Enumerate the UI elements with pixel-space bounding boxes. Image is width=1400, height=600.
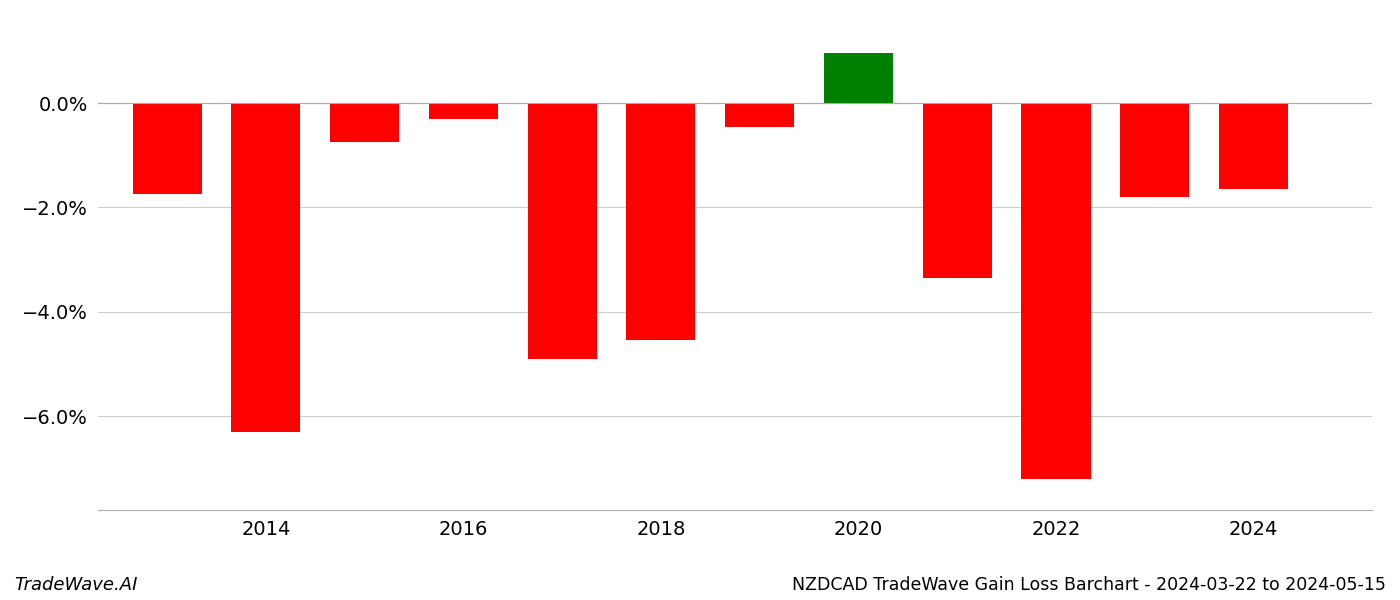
Bar	[231, 103, 301, 432]
Bar	[528, 103, 596, 359]
Bar	[133, 103, 202, 194]
Bar	[923, 103, 991, 278]
Bar	[428, 103, 498, 119]
Bar	[725, 103, 794, 127]
Bar	[626, 103, 696, 340]
Bar	[823, 53, 893, 103]
Bar	[1120, 103, 1189, 197]
Text: NZDCAD TradeWave Gain Loss Barchart - 2024-03-22 to 2024-05-15: NZDCAD TradeWave Gain Loss Barchart - 20…	[792, 576, 1386, 594]
Bar	[330, 103, 399, 142]
Bar	[1219, 103, 1288, 189]
Bar	[1022, 103, 1091, 479]
Text: TradeWave.AI: TradeWave.AI	[14, 576, 137, 594]
